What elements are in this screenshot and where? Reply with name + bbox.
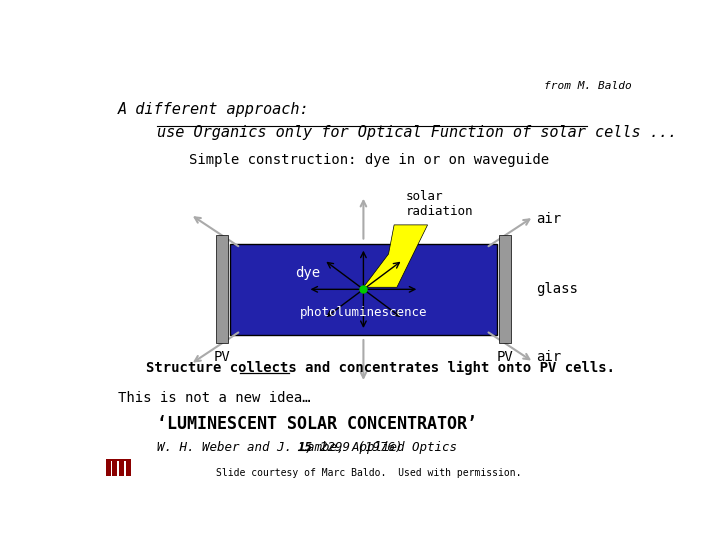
Text: A different approach:: A different approach: <box>118 102 310 117</box>
Text: , 2299 (1976): , 2299 (1976) <box>305 441 402 454</box>
Text: This is not a new idea…: This is not a new idea… <box>118 391 310 405</box>
Bar <box>119 459 124 476</box>
Text: Structure collects and concentrates light onto PV cells.: Structure collects and concentrates ligh… <box>145 361 615 375</box>
Text: glass: glass <box>536 282 578 296</box>
Text: dye: dye <box>295 266 320 280</box>
Text: W. H. Weber and J. Lambe, Applied Optics: W. H. Weber and J. Lambe, Applied Optics <box>157 441 464 454</box>
Text: Slide courtesy of Marc Baldo.  Used with permission.: Slide courtesy of Marc Baldo. Used with … <box>216 468 522 478</box>
Text: use Organics only for Optical Function of solar cells ...: use Organics only for Optical Function o… <box>157 125 677 140</box>
Polygon shape <box>364 225 428 287</box>
Text: PV: PV <box>213 349 230 363</box>
Text: 15: 15 <box>297 441 312 454</box>
Bar <box>499 235 511 343</box>
Bar <box>230 244 498 335</box>
Bar <box>106 459 111 476</box>
Text: Simple construction: dye in or on waveguide: Simple construction: dye in or on wavegu… <box>189 153 549 167</box>
Text: from M. Baldo: from M. Baldo <box>544 82 631 91</box>
Text: solar
radiation: solar radiation <box>405 190 473 218</box>
Bar <box>126 459 131 476</box>
Text: PV: PV <box>497 349 513 363</box>
Text: photoluminescence: photoluminescence <box>300 306 427 319</box>
Bar <box>119 458 131 462</box>
Text: air: air <box>536 212 562 226</box>
Text: air: air <box>536 349 562 363</box>
Bar <box>106 458 119 462</box>
Text: ‘LUMINESCENT SOLAR CONCENTRATOR’: ‘LUMINESCENT SOLAR CONCENTRATOR’ <box>157 415 477 433</box>
Bar <box>112 459 117 476</box>
Bar <box>215 235 228 343</box>
